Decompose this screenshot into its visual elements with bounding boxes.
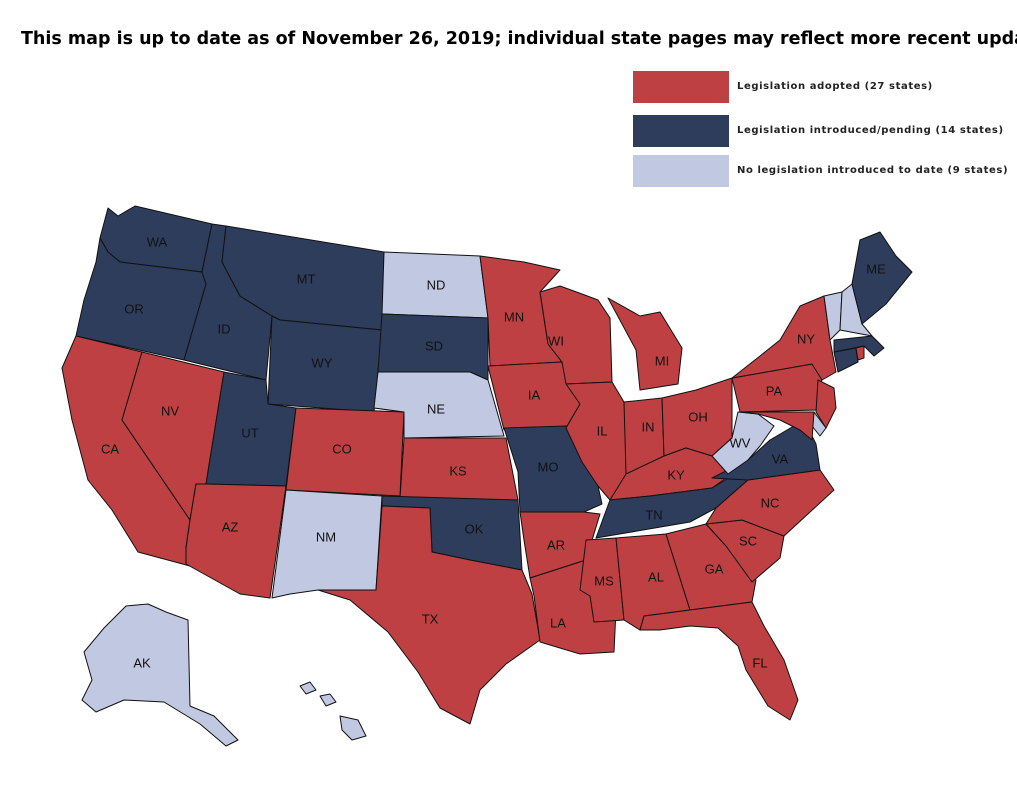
state-az[interactable] <box>185 483 287 599</box>
legend-label-adopted: Legislation adopted (27 states) <box>737 81 933 92</box>
legend-swatch-adopted <box>633 71 729 103</box>
state-ks[interactable] <box>399 437 519 501</box>
state-md[interactable] <box>739 411 815 441</box>
legend-swatch-none <box>633 155 729 187</box>
state-nm[interactable] <box>271 489 383 599</box>
state-tx[interactable] <box>317 505 541 725</box>
legend-item-pending: Legislation introduced/pending (14 state… <box>633 115 1013 147</box>
state-ne[interactable] <box>373 371 505 439</box>
state-mi[interactable] <box>607 297 683 391</box>
legend-item-adopted: Legislation adopted (27 states) <box>633 71 1013 103</box>
legend-swatch-pending <box>633 115 729 147</box>
state-ri[interactable] <box>855 345 865 361</box>
state-co[interactable] <box>285 407 405 497</box>
state-fl[interactable] <box>639 601 799 721</box>
state-wi[interactable] <box>539 285 613 385</box>
state-nd[interactable] <box>381 251 489 319</box>
legend-item-none: No legislation introduced to date (9 sta… <box>633 155 1013 187</box>
state-nh[interactable] <box>839 283 873 337</box>
map-title: This map is up to date as of November 26… <box>21 29 1017 49</box>
state-ak[interactable] <box>81 603 239 747</box>
legend-label-none: No legislation introduced to date (9 sta… <box>737 165 1009 176</box>
states-layer <box>61 205 913 747</box>
state-wv[interactable] <box>711 411 775 475</box>
state-ny[interactable] <box>731 295 837 381</box>
state-il[interactable] <box>565 381 631 501</box>
state-nj[interactable] <box>815 379 837 429</box>
state-sd[interactable] <box>377 313 489 381</box>
state-hi[interactable] <box>299 681 367 741</box>
state-wy[interactable] <box>267 315 383 413</box>
state-oh[interactable] <box>661 377 733 457</box>
state-me[interactable] <box>851 231 913 325</box>
legend-label-pending: Legislation introduced/pending (14 state… <box>737 125 1004 136</box>
